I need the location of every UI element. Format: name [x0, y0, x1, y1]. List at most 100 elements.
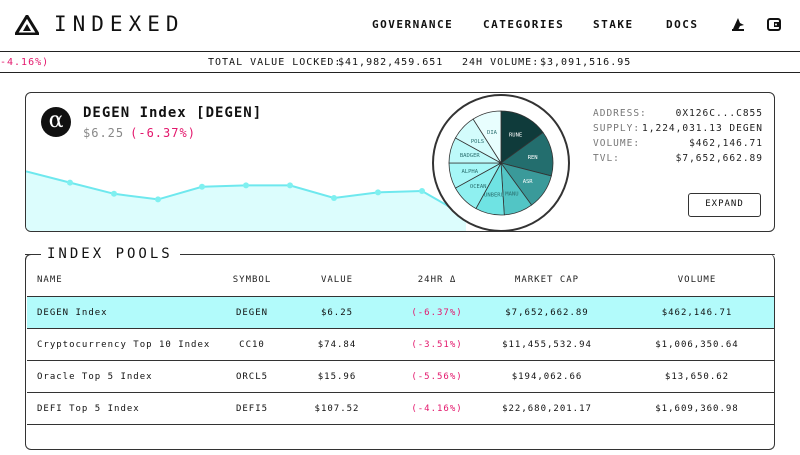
table-row[interactable]: DEFI Top 5 Index DEFI5 $107.52 (-4.16%) …	[27, 392, 774, 424]
pie-label: BADGER	[460, 153, 481, 159]
pools-title: INDEX POOLS	[45, 246, 179, 262]
cell-volume: $1,609,360.98	[655, 404, 739, 414]
cell-symbol: ORCL5	[235, 372, 269, 382]
col-symbol[interactable]: SYMBOL	[232, 275, 272, 285]
table-bottom-border	[27, 424, 774, 425]
stat-value: $7,652,662.89	[675, 153, 763, 164]
cell-change: (-3.51%)	[411, 340, 463, 350]
cell-symbol: CC10	[239, 340, 265, 350]
sparkline-point[interactable]	[111, 190, 117, 197]
expand-button[interactable]: EXPAND	[688, 193, 761, 217]
wallet-icon[interactable]	[766, 16, 782, 32]
col-value[interactable]: VALUE	[320, 275, 354, 285]
cell-symbol: DEFI5	[235, 404, 269, 414]
cell-symbol: DEGEN	[235, 308, 269, 318]
index-title: DEGEN Index [DEGEN]	[83, 105, 263, 121]
price-sparkline	[26, 170, 467, 231]
cell-market-cap: $22,680,201.17	[502, 404, 592, 414]
stat-value: 1,224,031.13 DEGEN	[642, 123, 763, 134]
pie-label: DIA	[487, 130, 498, 136]
stat-label: VOLUME:	[593, 138, 641, 149]
cell-change: (-6.37%)	[411, 308, 463, 318]
sparkline-point[interactable]	[67, 179, 73, 186]
pie-label: MANU	[505, 191, 518, 197]
cell-name: Oracle Top 5 Index	[37, 372, 153, 382]
cell-market-cap: $11,455,532.94	[502, 340, 592, 350]
volume-value: $3,091,516.95	[540, 57, 632, 68]
col-volume[interactable]: VOLUME	[677, 275, 717, 285]
tvl-label: TOTAL VALUE LOCKED:	[208, 57, 342, 68]
table-row[interactable]: Cryptocurrency Top 10 Index CC10 $74.84 …	[27, 328, 774, 360]
stat-supply: SUPPLY: 1,224,031.13 DEGEN	[593, 123, 763, 138]
col-market-cap[interactable]: MARKET CAP	[514, 275, 580, 285]
cell-value: $107.52	[314, 404, 360, 414]
table-header: NAME SYMBOL VALUE 24HR Δ MARKET CAP VOLU…	[27, 266, 774, 296]
stat-tvl: TVL: $7,652,662.89	[593, 153, 763, 168]
sparkline-point[interactable]	[331, 195, 337, 201]
pools-border	[180, 254, 775, 255]
index-price-line: $6.25 (-6.37%)	[83, 126, 196, 140]
sparkline-point[interactable]	[155, 196, 161, 203]
cell-volume: $13,650.62	[664, 372, 730, 382]
composition-pie: RUNE REN ASR MANU UNBERU OCEAN ALPHA BADGER POLS…	[431, 93, 571, 231]
stat-value[interactable]: 0X126C...C855	[675, 108, 763, 119]
table-row[interactable]: DEGEN Index DEGEN $6.25 (-6.37%) $7,652,…	[27, 296, 774, 328]
tvl-value: $41,982,459.651	[338, 57, 444, 68]
stat-label: ADDRESS:	[593, 108, 647, 119]
cell-change: (-4.16%)	[411, 404, 463, 414]
table-row[interactable]: Oracle Top 5 Index ORCL5 $15.96 (-5.56%)…	[27, 360, 774, 392]
stat-volume: VOLUME: $462,146.71	[593, 138, 763, 153]
nav-governance[interactable]: GOVERNANCE	[372, 18, 454, 31]
cell-value: $74.84	[317, 340, 357, 350]
logo-text[interactable]: INDEXED	[54, 12, 185, 36]
pools-corner	[25, 254, 33, 262]
pie-label: ASR	[523, 179, 534, 185]
theme-icon[interactable]	[730, 16, 746, 32]
nav-docs[interactable]: DOCS	[666, 18, 699, 31]
volume-label: 24H VOLUME:	[462, 57, 540, 68]
pie-slice-rune[interactable]	[500, 110, 544, 164]
index-price: $6.25	[83, 126, 125, 140]
stats-ticker: -4.16%) TOTAL VALUE LOCKED: $41,982,459.…	[0, 51, 800, 73]
index-summary-card: α DEGEN Index [DEGEN] $6.25 (-6.37%) RUNE…	[25, 92, 775, 232]
stat-label: SUPPLY:	[593, 123, 641, 134]
stat-address: ADDRESS: 0X126C...C855	[593, 108, 763, 123]
col-name[interactable]: NAME	[37, 275, 63, 285]
cell-value: $15.96	[317, 372, 357, 382]
pie-label: OCEAN	[470, 184, 487, 190]
indexed-logo-icon[interactable]	[15, 15, 39, 35]
sparkline-area	[26, 171, 466, 231]
cell-volume: $1,006,350.64	[655, 340, 739, 350]
sparkline-point[interactable]	[199, 183, 205, 190]
pie-label: POLS	[471, 139, 484, 145]
index-stats: ADDRESS: 0X126C...C855 SUPPLY: 1,224,031…	[593, 108, 763, 168]
ticker-change: -4.16%)	[0, 57, 50, 68]
index-pools-panel	[25, 254, 775, 450]
cell-value: $6.25	[320, 308, 354, 318]
nav-stake[interactable]: STAKE	[593, 18, 634, 31]
index-change: (-6.37%)	[130, 126, 196, 140]
stat-value: $462,146.71	[689, 138, 763, 149]
cell-name: Cryptocurrency Top 10 Index	[37, 340, 211, 350]
pie-label: UNBERU	[484, 192, 504, 198]
cell-change: (-5.56%)	[411, 372, 463, 382]
cell-name: DEFI Top 5 Index	[37, 404, 140, 414]
sparkline-point[interactable]	[419, 188, 425, 194]
pie-slice-dia[interactable]	[472, 110, 502, 165]
top-header: INDEXED GOVERNANCE CATEGORIES STAKE DOCS	[0, 0, 800, 50]
sparkline-point[interactable]	[375, 189, 381, 196]
cell-name: DEGEN Index	[37, 308, 108, 318]
pools-border	[25, 254, 41, 255]
pie-label: REN	[528, 155, 538, 161]
nav-categories[interactable]: CATEGORIES	[483, 18, 565, 31]
cell-market-cap: $194,062.66	[511, 372, 583, 382]
sparkline-point[interactable]	[287, 182, 293, 189]
col-change[interactable]: 24HR Δ	[417, 275, 457, 285]
index-alpha-icon: α	[41, 107, 71, 137]
cell-market-cap: $7,652,662.89	[505, 308, 589, 318]
cell-volume: $462,146.71	[661, 308, 733, 318]
pie-label: ALPHA	[461, 169, 478, 175]
pie-label: RUNE	[509, 132, 522, 138]
sparkline-point[interactable]	[243, 182, 249, 189]
stat-label: TVL:	[593, 153, 620, 164]
